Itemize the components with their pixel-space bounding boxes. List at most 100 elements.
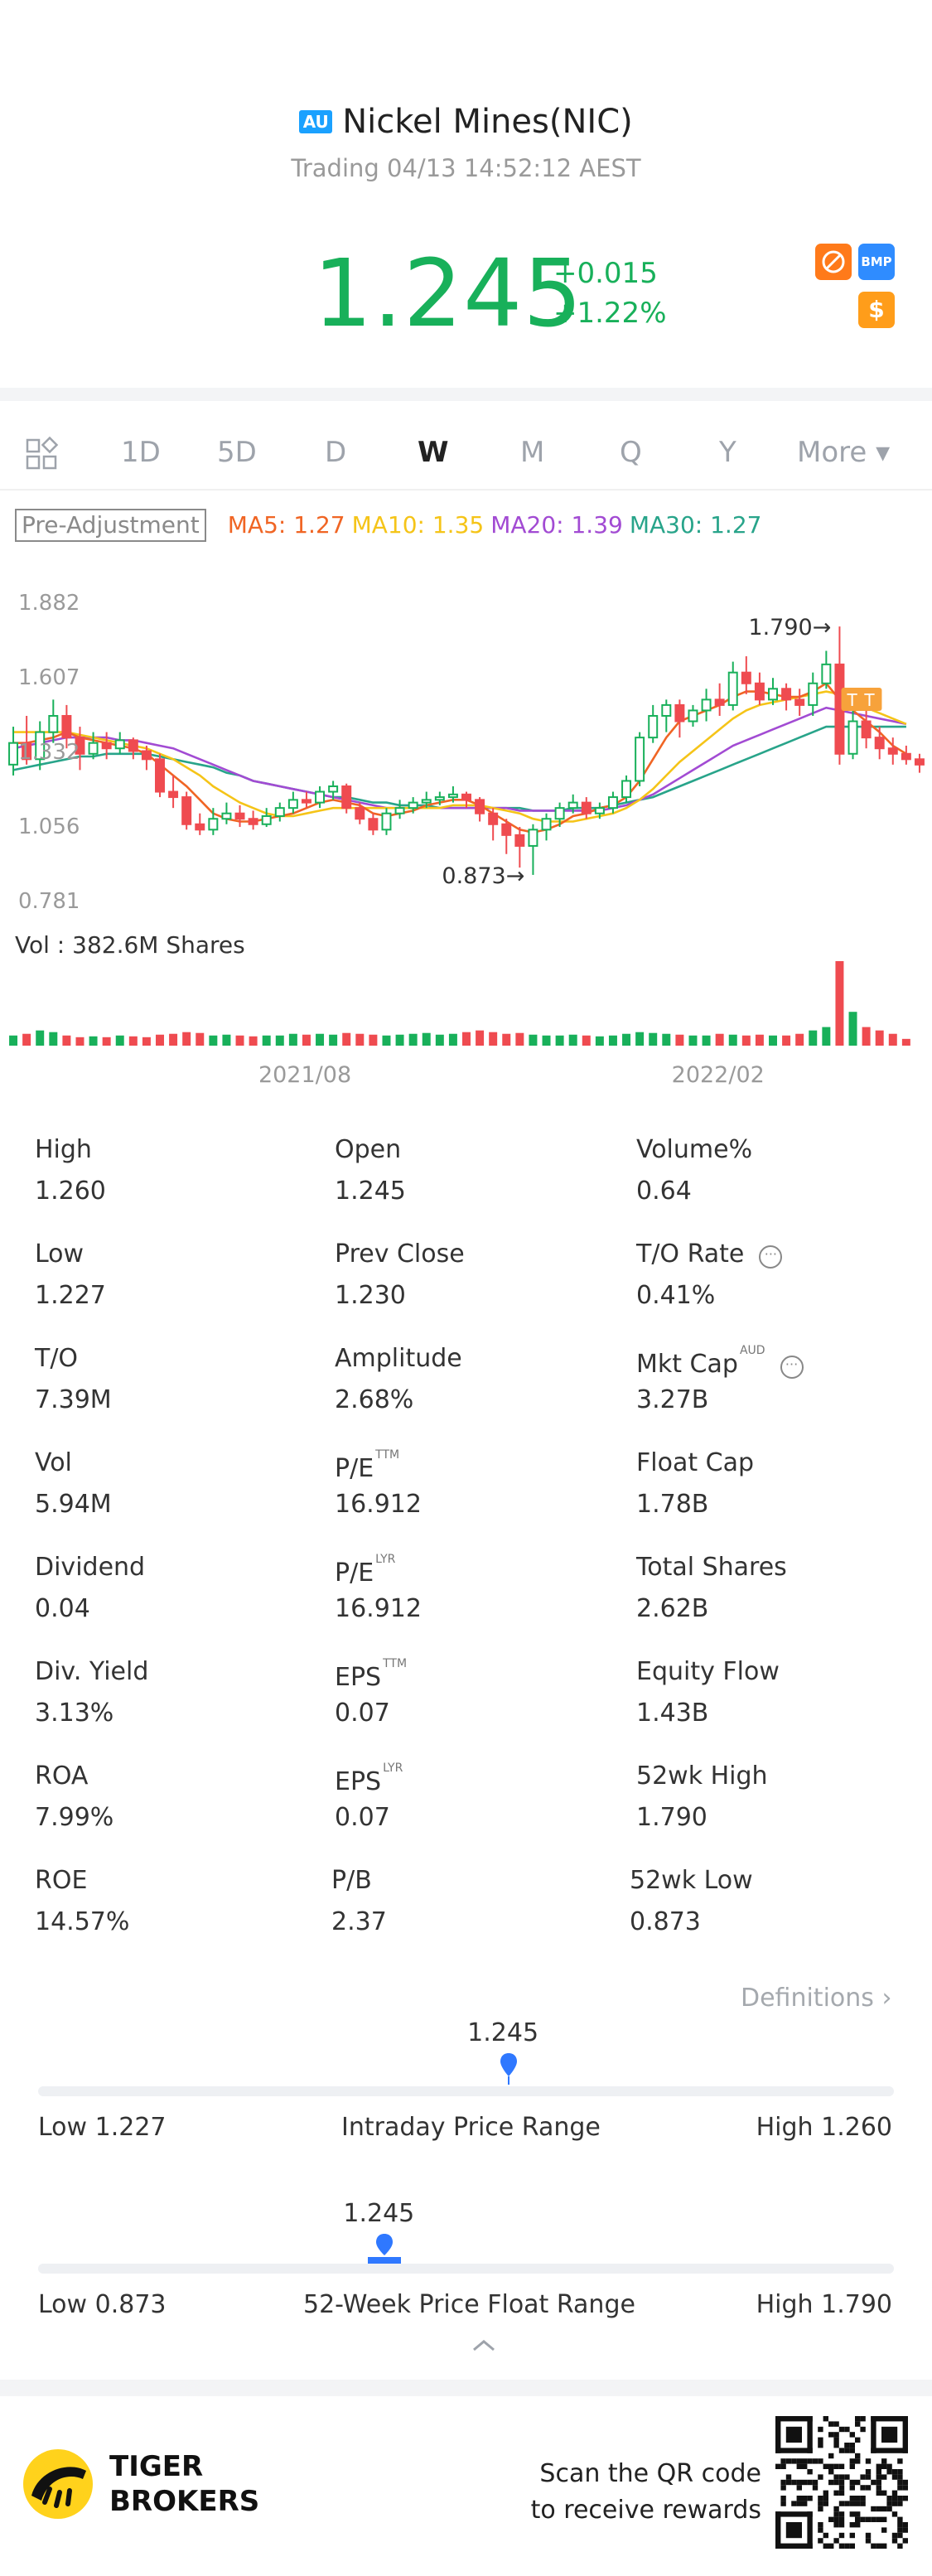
stat-label-text: ROE [35,1866,88,1895]
qr-module [818,2426,823,2433]
qr-module [881,2527,887,2533]
stat-value: 0.873 [630,1907,701,1936]
qr-module [849,2501,855,2506]
candle-body [914,758,925,766]
qr-module [897,2516,903,2522]
qr-module [780,2496,786,2501]
qr-module [796,2496,802,2501]
qr-module [833,2516,839,2522]
qr-module [775,2463,781,2469]
stat-label: Total Shares [636,1553,787,1582]
tab-more[interactable]: More ▾ [797,436,891,469]
stat-label: Float Cap [636,1448,754,1477]
stat-label: Mkt Cap AUD ··· [636,1344,804,1379]
tab-d[interactable]: D [325,436,347,469]
candle-body [221,812,232,820]
brand-line1: TIGER [109,2450,204,2483]
qr-module [828,2453,834,2459]
candle-body [674,703,685,723]
qr-module [855,2453,861,2459]
candle-body [727,671,738,706]
scan-text: Scan the QR code to receive rewards [531,2456,761,2529]
qr-module [796,2458,802,2464]
stat-label: Amplitude [335,1344,462,1373]
qr-module [780,2479,786,2486]
qr-module [876,2485,881,2491]
x-tick-label: 2022/02 [672,1062,765,1088]
pre-adjustment-toggle[interactable]: Pre-Adjustment [15,509,206,542]
kline-chart[interactable]: 1.882 1.607 1.332 1.056 0.781 1.790→ 0.873→ T T… [0,572,932,1102]
qr-module [860,2516,866,2522]
dollar-icon[interactable]: $ [858,292,895,328]
qr-module [881,2543,887,2549]
qr-module [849,2532,855,2539]
qr-module [828,2463,834,2469]
volume-bar [649,1032,658,1046]
definitions-link[interactable]: Definitions › [741,1984,891,2013]
qr-module [897,2501,903,2506]
qr-code-icon[interactable] [775,2416,908,2549]
event-marker-label: T [863,690,875,710]
bmp-icon[interactable]: BMP [858,244,895,280]
tab-q[interactable]: Q [620,436,642,469]
qr-module [785,2474,792,2480]
qr-module [881,2516,887,2522]
price-change-pct: +1.22% [553,297,667,330]
tab-w[interactable]: W [418,436,449,469]
qr-module [838,2522,845,2528]
qr-module [886,2506,892,2512]
more-info-icon[interactable]: ··· [759,1245,783,1269]
tab-y[interactable]: Y [719,436,736,469]
qr-module [838,2501,845,2506]
tab-1d[interactable]: 1D [121,436,161,469]
qr-module [828,2421,834,2427]
qr-module [876,2543,881,2549]
tab-m[interactable]: M [520,436,545,469]
qr-module [855,2516,861,2522]
chart-layout-icon[interactable] [25,436,61,472]
qr-module [807,2469,813,2475]
candle-body [8,742,19,766]
quote-header: AU Nickel Mines(NIC) Trading 04/13 14:52:… [0,0,932,388]
qr-module [823,2532,828,2539]
candle-body [794,698,805,706]
qr-module [833,2506,839,2512]
stat-value: 0.41% [636,1281,716,1310]
qr-module [833,2421,839,2427]
tab-5d[interactable]: 5D [217,436,257,469]
section-divider [0,388,932,401]
stat-value: 2.62B [636,1594,709,1623]
candle-body [554,807,565,820]
qr-module [881,2474,887,2480]
volume-bar [515,1032,524,1046]
qr-module [865,2538,872,2544]
qr-module [812,2485,819,2491]
qr-module [818,2443,823,2448]
volume-bar [901,1038,910,1046]
qr-module [785,2426,802,2443]
qr-module [812,2479,819,2486]
qr-module [807,2458,813,2464]
volume-bar [435,1034,444,1046]
qr-module [897,2474,903,2480]
stat-label-text: EPS [335,1663,382,1692]
stat-label: Div. Yield [35,1657,148,1686]
no-short-icon[interactable] [815,244,852,280]
stat-label-text: T/O [35,1344,79,1373]
stat-label: P/B [331,1866,372,1895]
qr-module [796,2463,802,2469]
volume-bar [89,1036,98,1046]
qr-module [791,2458,797,2464]
stat-value: 2.37 [331,1907,387,1936]
ma20-label: MA20: 1.39 [490,511,623,539]
qr-module [844,2443,850,2448]
more-info-icon[interactable]: ··· [780,1356,804,1379]
qr-module [838,2516,845,2522]
stat-label: T/O [35,1344,78,1373]
week52-high: High 1.790 [756,2290,892,2319]
qr-module [802,2501,808,2506]
chevron-up-icon[interactable] [471,2337,497,2353]
y-tick-label: 1.607 [18,665,80,690]
trading-status: Trading 04/13 14:52:12 AEST [291,154,641,182]
candle-body [768,688,778,701]
